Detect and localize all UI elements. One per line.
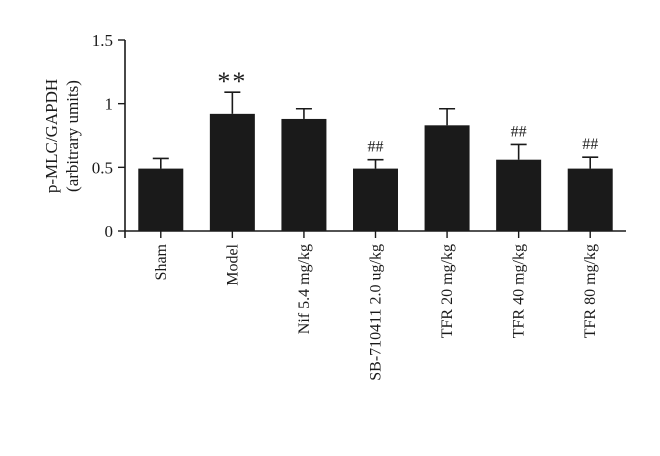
y-axis-title-line-2: (arbitrary umits) (63, 80, 82, 192)
significance-marker: ## (511, 123, 527, 140)
bar (567, 168, 613, 231)
bar (138, 168, 184, 231)
bar (281, 118, 327, 231)
x-category-label: TFR 20 mg/kg (439, 244, 456, 338)
bar (496, 159, 542, 231)
x-category-label: SB-710411 2.0 ug/kg (368, 244, 385, 381)
significance-annotations: ** ## ## ## (217, 67, 598, 155)
significance-marker: ## (368, 139, 384, 156)
y-axis-title-line-1: p-MLC/GAPDH (42, 79, 61, 193)
y-tick-label: 1.5 (92, 31, 113, 50)
x-category-label: Sham (153, 243, 170, 280)
significance-marker: ** (217, 67, 247, 96)
bar (424, 125, 470, 231)
x-category-label: Model (224, 243, 241, 285)
x-category-label: TFR 80 mg/kg (582, 244, 599, 338)
y-axis-title: p-MLC/GAPDH (arbitrary umits) (42, 79, 82, 193)
y-tick-label: 0.5 (92, 158, 113, 177)
y-tick-label: 0 (105, 222, 114, 241)
x-category-label: Nif 5.4 mg/kg (296, 244, 313, 334)
bars (138, 91, 613, 231)
significance-marker: ## (582, 136, 598, 153)
x-category-label: TFR 40 mg/kg (511, 244, 528, 338)
axes: 0 0.5 1 1.5 (92, 31, 626, 241)
x-axis-labels: Sham Model Nif 5.4 mg/kg SB-710411 2.0 ug/k… (153, 243, 599, 380)
bar (353, 168, 398, 231)
bar (209, 113, 255, 231)
y-tick-label: 1 (105, 95, 114, 114)
